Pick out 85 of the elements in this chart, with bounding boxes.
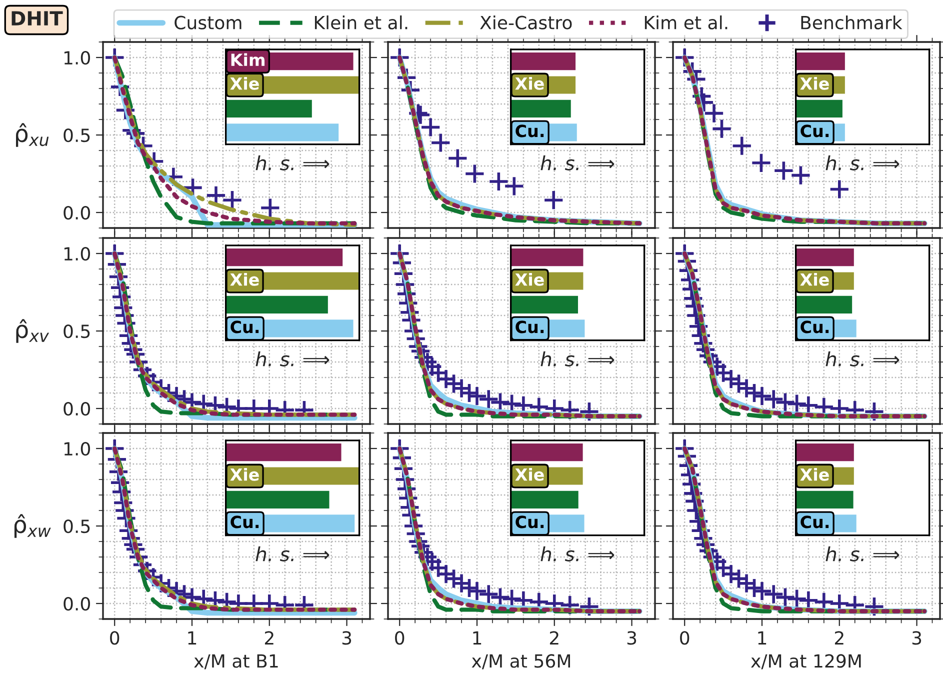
y-tick-label: 0.0 bbox=[64, 596, 90, 611]
point bbox=[790, 164, 812, 186]
point bbox=[774, 586, 796, 608]
x-axis-title: h. s. ⟹ bbox=[256, 546, 330, 562]
y-tick-label: Cu. bbox=[800, 320, 829, 334]
legend-label: Klein et al. bbox=[314, 15, 408, 30]
point bbox=[752, 580, 772, 602]
y-tick-label: Cu. bbox=[800, 124, 829, 138]
y-tick-label: 1.0 bbox=[64, 442, 90, 456]
y-tick-label: Cu. bbox=[516, 516, 544, 528]
y-tick-label: Cu. bbox=[230, 516, 259, 528]
y-tick-label: Xie bbox=[800, 468, 829, 481]
point bbox=[750, 152, 772, 174]
y-tick-label: 1.0 bbox=[64, 246, 90, 261]
y-tick-label: Kim bbox=[231, 53, 264, 66]
x-axis-title: x/M at B1 bbox=[194, 654, 278, 670]
point bbox=[828, 178, 850, 200]
y-tick-label: Cu. bbox=[516, 320, 544, 334]
y-tick-label: 0.0 bbox=[64, 206, 90, 220]
point bbox=[466, 580, 488, 602]
y-tick-label: 1.0 bbox=[64, 50, 90, 65]
y-tick-label: 0.5 bbox=[64, 128, 90, 142]
x-tick-label: 1 bbox=[473, 631, 482, 645]
x-axis-title: h. s. ⟹ bbox=[256, 155, 330, 170]
x-tick-label: 0 bbox=[680, 631, 690, 645]
point bbox=[504, 176, 525, 197]
legend-label: Kim et al. bbox=[644, 15, 728, 30]
point bbox=[447, 148, 468, 169]
x-axis-title: h. s. ⟹ bbox=[826, 351, 900, 366]
y-tick-label: Cu. bbox=[800, 516, 829, 528]
legend-label: Xie-Castro bbox=[480, 15, 572, 30]
x-tick-label: 2 bbox=[550, 631, 558, 645]
point bbox=[430, 132, 452, 154]
point bbox=[466, 386, 488, 407]
y-tick-label: Xie bbox=[800, 272, 829, 286]
point bbox=[763, 388, 784, 410]
x-tick-label: 2 bbox=[834, 631, 844, 645]
x-axis-title: h. s. ⟹ bbox=[826, 155, 900, 170]
x-tick-label: 0 bbox=[395, 631, 404, 645]
y-tick-label: Cu. bbox=[516, 124, 544, 138]
point bbox=[711, 118, 732, 140]
point bbox=[543, 190, 564, 211]
y-tick-label: Xie bbox=[230, 272, 259, 286]
x-tick-label: 3 bbox=[342, 631, 352, 645]
y-axis-title: ρ̂$_{xw}$ bbox=[14, 514, 51, 538]
point bbox=[420, 116, 442, 138]
x-tick-label: 1 bbox=[758, 631, 766, 645]
x-axis-title: x/M at 56M bbox=[472, 654, 570, 670]
y-tick-label: Xie bbox=[515, 468, 544, 481]
legend-label: Custom bbox=[174, 16, 242, 30]
x-tick-label: 1 bbox=[188, 631, 196, 645]
x-tick-label: 3 bbox=[627, 631, 636, 645]
text: DHIT bbox=[12, 11, 63, 26]
x-tick-label: 2 bbox=[264, 631, 274, 645]
y-axis-title: ρ̂$_{xu}$ bbox=[16, 123, 49, 147]
x-axis-title: x/M at 129M bbox=[751, 654, 861, 670]
x-axis-title: h. s. ⟹ bbox=[826, 546, 900, 562]
legend-label: Benchmark bbox=[801, 15, 902, 30]
y-tick-label: Xie bbox=[230, 468, 259, 481]
y-tick-label: Cu. bbox=[230, 320, 259, 334]
point bbox=[704, 102, 724, 124]
point bbox=[763, 584, 784, 605]
point bbox=[731, 135, 752, 156]
point bbox=[773, 160, 794, 182]
point bbox=[260, 197, 281, 218]
x-tick-label: 0 bbox=[110, 631, 120, 645]
point bbox=[752, 386, 772, 407]
point bbox=[488, 171, 510, 192]
point bbox=[478, 584, 500, 605]
x-axis-title: h. s. ⟹ bbox=[540, 155, 614, 170]
x-tick-label: 3 bbox=[912, 631, 922, 645]
y-tick-label: Xie bbox=[515, 76, 544, 90]
x-axis-title: h. s. ⟹ bbox=[256, 351, 330, 366]
point bbox=[478, 388, 500, 410]
y-tick-label: 0.5 bbox=[64, 519, 90, 534]
point bbox=[774, 392, 796, 413]
x-axis-title: h. s. ⟹ bbox=[540, 351, 614, 366]
y-tick-label: 0.5 bbox=[64, 324, 90, 338]
x-axis-title: h. s. ⟹ bbox=[540, 546, 614, 562]
point bbox=[464, 163, 486, 184]
y-axis-title: ρ̂$_{xv}$ bbox=[16, 319, 50, 343]
y-tick-label: Xie bbox=[515, 272, 544, 286]
y-tick-label: 0.0 bbox=[64, 402, 90, 416]
y-tick-label: Xie bbox=[230, 76, 259, 90]
y-tick-label: Xie bbox=[800, 76, 829, 90]
